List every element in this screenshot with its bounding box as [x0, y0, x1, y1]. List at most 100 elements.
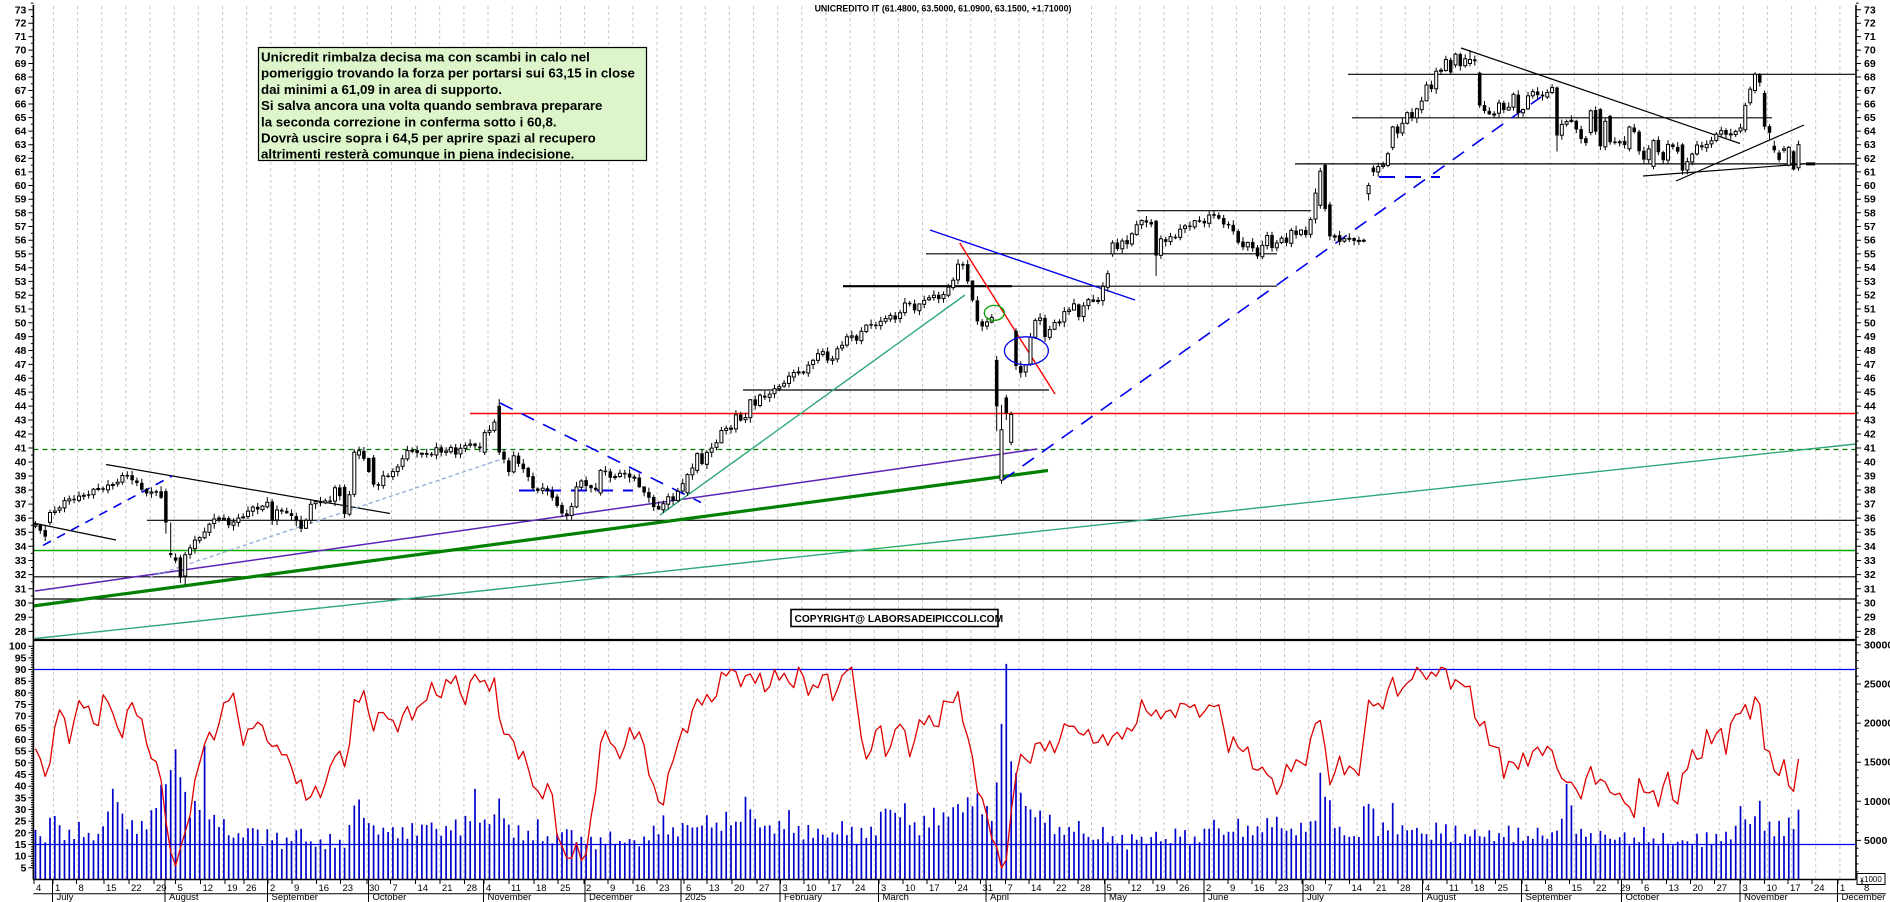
- svg-text:12: 12: [1131, 883, 1142, 894]
- svg-text:51: 51: [1864, 304, 1876, 316]
- svg-text:66: 66: [1864, 99, 1876, 111]
- svg-text:36: 36: [1864, 513, 1876, 525]
- svg-text:COPYRIGHT@ LABORSADEIPICCOLI.C: COPYRIGHT@ LABORSADEIPICCOLI.COM: [795, 614, 1004, 625]
- svg-text:50: 50: [1864, 317, 1876, 329]
- svg-text:46: 46: [15, 373, 27, 385]
- svg-text:23: 23: [343, 883, 354, 894]
- svg-text:85: 85: [15, 676, 27, 688]
- svg-text:2025: 2025: [685, 892, 706, 902]
- svg-text:43: 43: [15, 415, 27, 427]
- svg-text:62: 62: [15, 153, 27, 165]
- svg-text:48: 48: [15, 345, 27, 357]
- svg-text:9: 9: [610, 883, 615, 894]
- svg-text:14: 14: [1352, 883, 1363, 894]
- svg-text:14: 14: [1031, 883, 1042, 894]
- svg-text:November: November: [1744, 892, 1788, 902]
- svg-text:3: 3: [881, 883, 886, 894]
- svg-text:51: 51: [15, 304, 27, 316]
- svg-text:altrimenti resterà comunque in: altrimenti resterà comunque in piena ind…: [261, 147, 574, 162]
- svg-text:14: 14: [418, 883, 429, 894]
- svg-text:17: 17: [1790, 883, 1801, 894]
- svg-text:33: 33: [1864, 555, 1876, 567]
- svg-text:37: 37: [15, 499, 27, 511]
- svg-text:7: 7: [1328, 883, 1333, 894]
- svg-text:11: 11: [1449, 883, 1459, 894]
- svg-text:March: March: [883, 892, 909, 902]
- svg-text:50: 50: [15, 757, 27, 769]
- svg-text:52: 52: [1864, 290, 1876, 302]
- svg-text:29: 29: [15, 612, 27, 624]
- svg-text:21: 21: [442, 883, 453, 894]
- svg-text:September: September: [1526, 892, 1572, 902]
- svg-text:6: 6: [1644, 883, 1649, 894]
- svg-text:69: 69: [15, 58, 27, 70]
- svg-text:57: 57: [15, 221, 27, 233]
- svg-text:80: 80: [15, 687, 27, 699]
- svg-text:June: June: [1208, 892, 1229, 902]
- svg-text:66: 66: [15, 99, 27, 111]
- svg-text:20: 20: [734, 883, 745, 894]
- svg-text:26: 26: [1179, 883, 1190, 894]
- svg-text:31: 31: [1864, 583, 1876, 595]
- svg-text:61: 61: [1864, 166, 1876, 178]
- svg-text:61: 61: [15, 166, 27, 178]
- svg-text:55: 55: [15, 248, 27, 260]
- svg-text:25: 25: [15, 816, 27, 828]
- svg-text:30000: 30000: [1864, 639, 1890, 651]
- svg-text:44: 44: [15, 401, 27, 413]
- svg-text:67: 67: [1864, 85, 1876, 97]
- svg-text:95: 95: [15, 652, 27, 664]
- svg-text:71: 71: [15, 31, 27, 43]
- svg-text:September: September: [272, 892, 318, 902]
- svg-text:2: 2: [270, 883, 275, 894]
- svg-text:53: 53: [1864, 276, 1876, 288]
- svg-text:39: 39: [1864, 471, 1876, 483]
- svg-text:49: 49: [15, 331, 27, 343]
- svg-text:21: 21: [1376, 883, 1387, 894]
- svg-text:23: 23: [659, 883, 670, 894]
- svg-text:47: 47: [1864, 359, 1876, 371]
- svg-text:44: 44: [1864, 401, 1876, 413]
- svg-text:3: 3: [783, 883, 788, 894]
- svg-text:75: 75: [15, 699, 27, 711]
- svg-text:45: 45: [15, 769, 27, 781]
- svg-text:65: 65: [15, 112, 27, 124]
- svg-text:19: 19: [227, 883, 238, 894]
- svg-text:20000: 20000: [1864, 718, 1890, 730]
- svg-text:28: 28: [1080, 883, 1091, 894]
- svg-text:7: 7: [393, 883, 398, 894]
- svg-text:55: 55: [15, 746, 27, 758]
- svg-text:72: 72: [15, 18, 27, 30]
- svg-text:56: 56: [15, 235, 27, 247]
- svg-text:28: 28: [467, 883, 478, 894]
- svg-text:48: 48: [1864, 345, 1876, 357]
- svg-text:16: 16: [635, 883, 646, 894]
- svg-text:20: 20: [15, 827, 27, 839]
- svg-text:30: 30: [15, 804, 27, 816]
- svg-text:22: 22: [131, 883, 142, 894]
- svg-text:12: 12: [203, 883, 214, 894]
- svg-text:December: December: [1842, 892, 1886, 902]
- svg-text:July: July: [57, 892, 74, 902]
- svg-text:pomeriggio trovando la forza p: pomeriggio trovando la forza per portars…: [261, 66, 635, 81]
- svg-text:UNICREDITO IT (61.4800, 63.500: UNICREDITO IT (61.4800, 63.5000, 61.0900…: [815, 4, 1072, 14]
- svg-text:22: 22: [1056, 883, 1067, 894]
- svg-text:40: 40: [15, 781, 27, 793]
- svg-text:5: 5: [21, 862, 27, 874]
- svg-text:28: 28: [15, 626, 27, 638]
- svg-text:64: 64: [1864, 126, 1876, 138]
- svg-text:18: 18: [1474, 883, 1485, 894]
- svg-text:41: 41: [1864, 443, 1876, 455]
- svg-text:63: 63: [15, 139, 27, 151]
- svg-text:34: 34: [15, 541, 27, 553]
- svg-text:6: 6: [686, 883, 691, 894]
- svg-text:8: 8: [1548, 883, 1553, 894]
- svg-text:64: 64: [15, 126, 27, 138]
- svg-text:41: 41: [15, 443, 27, 455]
- svg-text:Unicredit rimbalza decisa ma c: Unicredit rimbalza decisa ma con scambi …: [261, 50, 590, 65]
- svg-text:2: 2: [1206, 883, 1211, 894]
- svg-text:29: 29: [1864, 612, 1876, 624]
- svg-text:la seconda correzione in confe: la seconda correzione in conferma sotto …: [261, 114, 557, 129]
- svg-text:45: 45: [15, 387, 27, 399]
- svg-text:8: 8: [79, 883, 84, 894]
